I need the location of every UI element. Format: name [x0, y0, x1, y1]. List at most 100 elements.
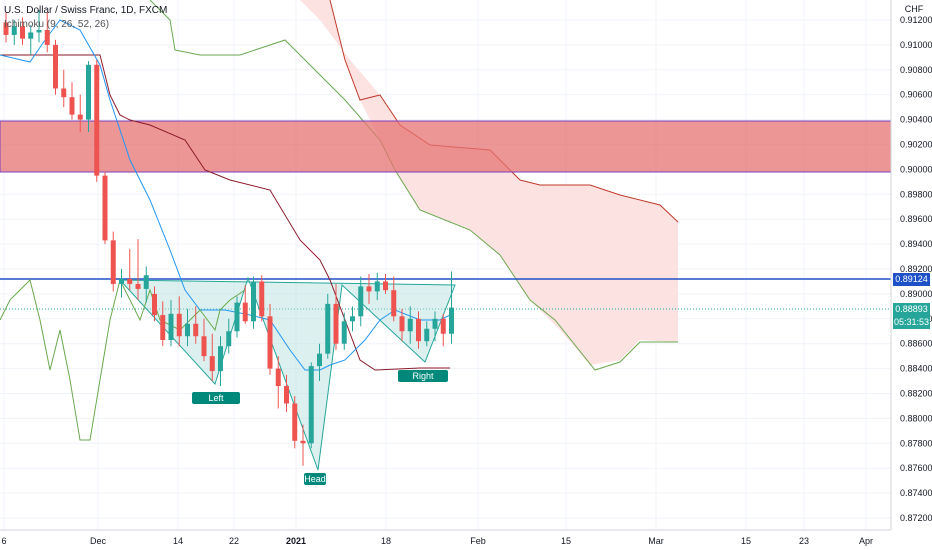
- candle-up[interactable]: [350, 316, 355, 322]
- price-tick-label: 0.88600: [900, 339, 932, 349]
- candle-down[interactable]: [284, 386, 289, 404]
- time-tick-label: Apr: [859, 536, 873, 546]
- candle-up[interactable]: [185, 323, 190, 337]
- candle-up[interactable]: [325, 303, 331, 354]
- candle-down[interactable]: [292, 403, 298, 441]
- candle-down[interactable]: [110, 240, 116, 284]
- candle-up[interactable]: [407, 318, 413, 332]
- price-tick-label: 0.89200: [900, 264, 932, 274]
- candle-up[interactable]: [374, 281, 380, 292]
- right-shoulder-label: Right Shoulder: [398, 370, 448, 393]
- price-tick-label: 0.91200: [900, 15, 932, 25]
- candle-down[interactable]: [20, 26, 25, 39]
- grid-lines: [0, 0, 891, 530]
- time-tick-label: 22: [229, 536, 239, 546]
- time-axis[interactable]: 6 Dec 14 22 2021 18 Feb 15 Mar 15 23 Apr: [1, 536, 873, 546]
- price-tick-label: 0.90600: [900, 90, 932, 100]
- candle-up[interactable]: [11, 26, 17, 35]
- price-tick-label: 0.90200: [900, 140, 932, 150]
- price-tick-label: 0.91000: [900, 40, 932, 50]
- candle-down[interactable]: [201, 336, 207, 357]
- candle-up[interactable]: [28, 32, 34, 39]
- candle-down[interactable]: [61, 88, 67, 98]
- time-tick-label: 15: [561, 536, 571, 546]
- candle-up[interactable]: [234, 302, 240, 332]
- kumo-cloud: [150, 0, 678, 365]
- candle-down[interactable]: [176, 313, 182, 337]
- resistance-price-label: 0.89124: [893, 273, 930, 286]
- candle-up[interactable]: [424, 328, 430, 342]
- candle-down[interactable]: [127, 278, 133, 284]
- candle-up[interactable]: [86, 64, 91, 120]
- candle-down[interactable]: [440, 318, 446, 334]
- candle-up[interactable]: [119, 278, 124, 284]
- candle-down[interactable]: [242, 302, 248, 322]
- price-tick-label: 0.88000: [900, 413, 932, 423]
- time-tick-label: Feb: [470, 536, 486, 546]
- candle-down[interactable]: [77, 114, 83, 120]
- candle-up[interactable]: [251, 281, 256, 322]
- candle-up[interactable]: [143, 275, 149, 289]
- candle-up[interactable]: [317, 353, 322, 367]
- candle-down[interactable]: [53, 44, 58, 89]
- candle-down[interactable]: [300, 440, 306, 444]
- price-tick-label: 0.89400: [900, 239, 932, 249]
- candle-down[interactable]: [160, 315, 166, 340]
- candle-down[interactable]: [209, 356, 215, 372]
- candle-up[interactable]: [218, 346, 223, 372]
- candle-down[interactable]: [275, 368, 281, 387]
- time-tick-label: Mar: [648, 536, 664, 546]
- price-tick-label: 0.87400: [900, 488, 932, 498]
- candle-up[interactable]: [308, 366, 314, 444]
- candle-up[interactable]: [432, 318, 438, 329]
- chart-legend: U.S. Dollar / Swiss Franc, 1D, FXCM Ichi…: [4, 4, 167, 32]
- price-tick-label: 0.89000: [900, 289, 932, 299]
- candle-down[interactable]: [259, 281, 265, 317]
- candle-up[interactable]: [341, 321, 347, 344]
- kijun-line: [0, 54, 450, 371]
- candle-down[interactable]: [391, 290, 397, 317]
- candle-up[interactable]: [226, 331, 232, 347]
- time-tick-label: 15: [741, 536, 751, 546]
- candle-down[interactable]: [152, 293, 157, 316]
- candle-down[interactable]: [69, 97, 75, 115]
- candle-down[interactable]: [399, 316, 405, 332]
- candle-down[interactable]: [44, 29, 50, 45]
- time-tick-label: 18: [381, 536, 391, 546]
- time-tick-label: Dec: [90, 536, 107, 546]
- price-tick-label: 0.89800: [900, 189, 932, 199]
- currency-label: CHF: [904, 4, 924, 14]
- candle-down[interactable]: [193, 323, 199, 337]
- left-shoulder-label: Left Shoulder: [192, 392, 240, 415]
- candle-up[interactable]: [449, 307, 454, 334]
- candle-up[interactable]: [36, 29, 42, 33]
- head-label: Head: [304, 473, 326, 485]
- candle-up[interactable]: [358, 286, 364, 317]
- time-tick-label: 2021: [286, 536, 306, 546]
- candle-down[interactable]: [102, 175, 108, 241]
- price-axis[interactable]: 0.91200 0.91000 0.90800 0.90600 0.90400 0.902…: [900, 15, 932, 523]
- time-tick-label: 14: [173, 536, 183, 546]
- indicator-label[interactable]: Ichimoku (9, 26, 52, 26): [4, 19, 110, 30]
- candle-down[interactable]: [3, 22, 9, 35]
- candle-down[interactable]: [333, 303, 339, 344]
- chikou-line: [0, 278, 246, 441]
- price-tick-label: 0.88200: [900, 389, 932, 399]
- candle-down[interactable]: [267, 316, 273, 369]
- candle-down[interactable]: [416, 318, 421, 342]
- price-tick-label: 0.88400: [900, 364, 932, 374]
- price-tick-label: 0.87800: [900, 438, 932, 448]
- supply-zone: [0, 120, 892, 173]
- candles: [3, 10, 454, 466]
- candle-down[interactable]: [366, 286, 372, 292]
- countdown-label: 05:31:53: [893, 316, 930, 329]
- price-tick-label: 0.90400: [900, 115, 932, 125]
- last-price-label: 0.88893: [893, 303, 930, 316]
- symbol-title[interactable]: U.S. Dollar / Swiss Franc, 1D, FXCM: [4, 5, 168, 16]
- candle-down[interactable]: [135, 283, 141, 289]
- candle-down[interactable]: [94, 64, 100, 176]
- candle-up[interactable]: [168, 313, 174, 340]
- candle-down[interactable]: [383, 281, 388, 291]
